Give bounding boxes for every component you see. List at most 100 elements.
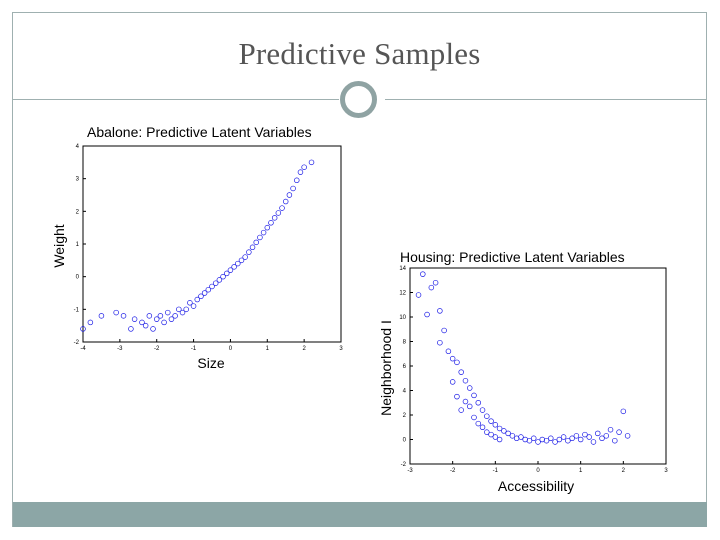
title-rule-left bbox=[12, 99, 339, 100]
data-point bbox=[179, 309, 186, 316]
data-point bbox=[246, 249, 252, 255]
data-point bbox=[183, 306, 189, 313]
data-point bbox=[462, 398, 469, 405]
data-point bbox=[260, 229, 267, 236]
data-point bbox=[560, 434, 567, 440]
data-point bbox=[264, 224, 271, 231]
data-point bbox=[172, 313, 178, 319]
data-point bbox=[87, 319, 94, 326]
data-point bbox=[271, 215, 278, 221]
x-tick-label: -3 bbox=[117, 346, 123, 352]
data-point bbox=[146, 313, 153, 319]
data-point bbox=[113, 309, 119, 316]
y-axis-label: Neighborhood I bbox=[378, 320, 394, 416]
data-point bbox=[582, 431, 588, 438]
y-tick-label: 0 bbox=[76, 275, 80, 281]
y-tick-label: 2 bbox=[403, 413, 407, 419]
title-rule-right bbox=[385, 99, 707, 100]
data-point bbox=[518, 434, 524, 440]
y-tick-label: 6 bbox=[403, 364, 407, 370]
data-point bbox=[454, 393, 460, 400]
x-tick-label: 0 bbox=[536, 468, 540, 474]
data-point bbox=[290, 185, 296, 192]
data-point bbox=[153, 316, 160, 322]
data-point bbox=[279, 205, 285, 211]
data-point bbox=[223, 270, 230, 277]
data-point bbox=[620, 408, 627, 415]
data-point bbox=[165, 309, 171, 316]
x-tick-label: -2 bbox=[450, 468, 456, 474]
data-point bbox=[484, 413, 490, 419]
data-point bbox=[212, 280, 219, 286]
data-point bbox=[98, 313, 105, 319]
data-point bbox=[168, 316, 175, 322]
data-point bbox=[80, 326, 86, 332]
x-axis-label: Size bbox=[197, 355, 224, 371]
y-tick-label: 3 bbox=[76, 177, 80, 183]
data-point bbox=[454, 359, 460, 366]
data-point bbox=[437, 339, 443, 346]
data-point bbox=[238, 257, 245, 264]
y-tick-label: 1 bbox=[76, 242, 80, 248]
data-point bbox=[187, 300, 193, 306]
data-point bbox=[599, 435, 605, 442]
data-point bbox=[231, 264, 237, 270]
y-tick-label: 10 bbox=[399, 315, 406, 321]
data-point bbox=[209, 283, 215, 290]
data-point bbox=[201, 290, 208, 296]
data-point bbox=[449, 379, 456, 385]
y-tick-label: -1 bbox=[74, 307, 80, 313]
data-point bbox=[496, 425, 503, 432]
plot-area: -4 -3 -2 -1 0 1 2 3 -2 -1 0 1 2 3 4 bbox=[74, 144, 344, 352]
data-point bbox=[420, 271, 426, 277]
data-point bbox=[220, 273, 226, 280]
x-tick-label: 3 bbox=[339, 346, 343, 352]
plot-border bbox=[409, 267, 667, 465]
x-tick-label: 2 bbox=[302, 346, 306, 352]
x-tick-label: 1 bbox=[579, 468, 583, 474]
data-point bbox=[565, 437, 571, 444]
x-tick-label: -1 bbox=[191, 346, 197, 352]
y-axis-label: Weight bbox=[51, 224, 67, 267]
data-point bbox=[142, 322, 149, 329]
y-tick-label: 12 bbox=[399, 291, 406, 297]
data-point bbox=[501, 428, 507, 434]
data-point bbox=[150, 326, 156, 332]
data-point bbox=[535, 439, 541, 445]
data-point bbox=[505, 430, 511, 437]
data-point bbox=[308, 159, 315, 166]
x-tick-label: 0 bbox=[229, 346, 233, 352]
data-point bbox=[624, 433, 631, 439]
y-tick-label: 0 bbox=[403, 438, 407, 444]
y-tick-label: 4 bbox=[76, 144, 80, 150]
x-tick-label: 3 bbox=[664, 468, 668, 474]
data-point bbox=[603, 433, 610, 439]
data-point bbox=[415, 292, 422, 298]
data-point bbox=[227, 267, 234, 273]
chart-title: Abalone: Predictive Latent Variables bbox=[87, 124, 312, 140]
y-tick-label: -2 bbox=[74, 340, 80, 346]
data-point bbox=[586, 434, 592, 440]
data-point bbox=[594, 430, 601, 437]
data-point bbox=[475, 400, 482, 406]
data-point bbox=[471, 414, 477, 421]
data-point bbox=[509, 433, 516, 439]
x-tick-label: 1 bbox=[266, 346, 270, 352]
data-point bbox=[176, 306, 182, 313]
data-point bbox=[496, 436, 503, 443]
data-point bbox=[194, 296, 201, 303]
data-point bbox=[257, 234, 263, 241]
data-point bbox=[492, 422, 499, 428]
data-point bbox=[275, 210, 282, 216]
data-point bbox=[190, 303, 197, 309]
data-point bbox=[424, 311, 430, 318]
plot-border bbox=[82, 145, 342, 343]
data-point bbox=[249, 244, 256, 251]
data-point bbox=[607, 426, 614, 433]
data-point bbox=[471, 392, 477, 399]
data-point bbox=[462, 377, 469, 384]
data-point bbox=[131, 316, 138, 322]
data-point bbox=[139, 319, 145, 326]
abalone-scatter-chart: Abalone: Predictive Latent Variables -4-… bbox=[51, 124, 344, 371]
